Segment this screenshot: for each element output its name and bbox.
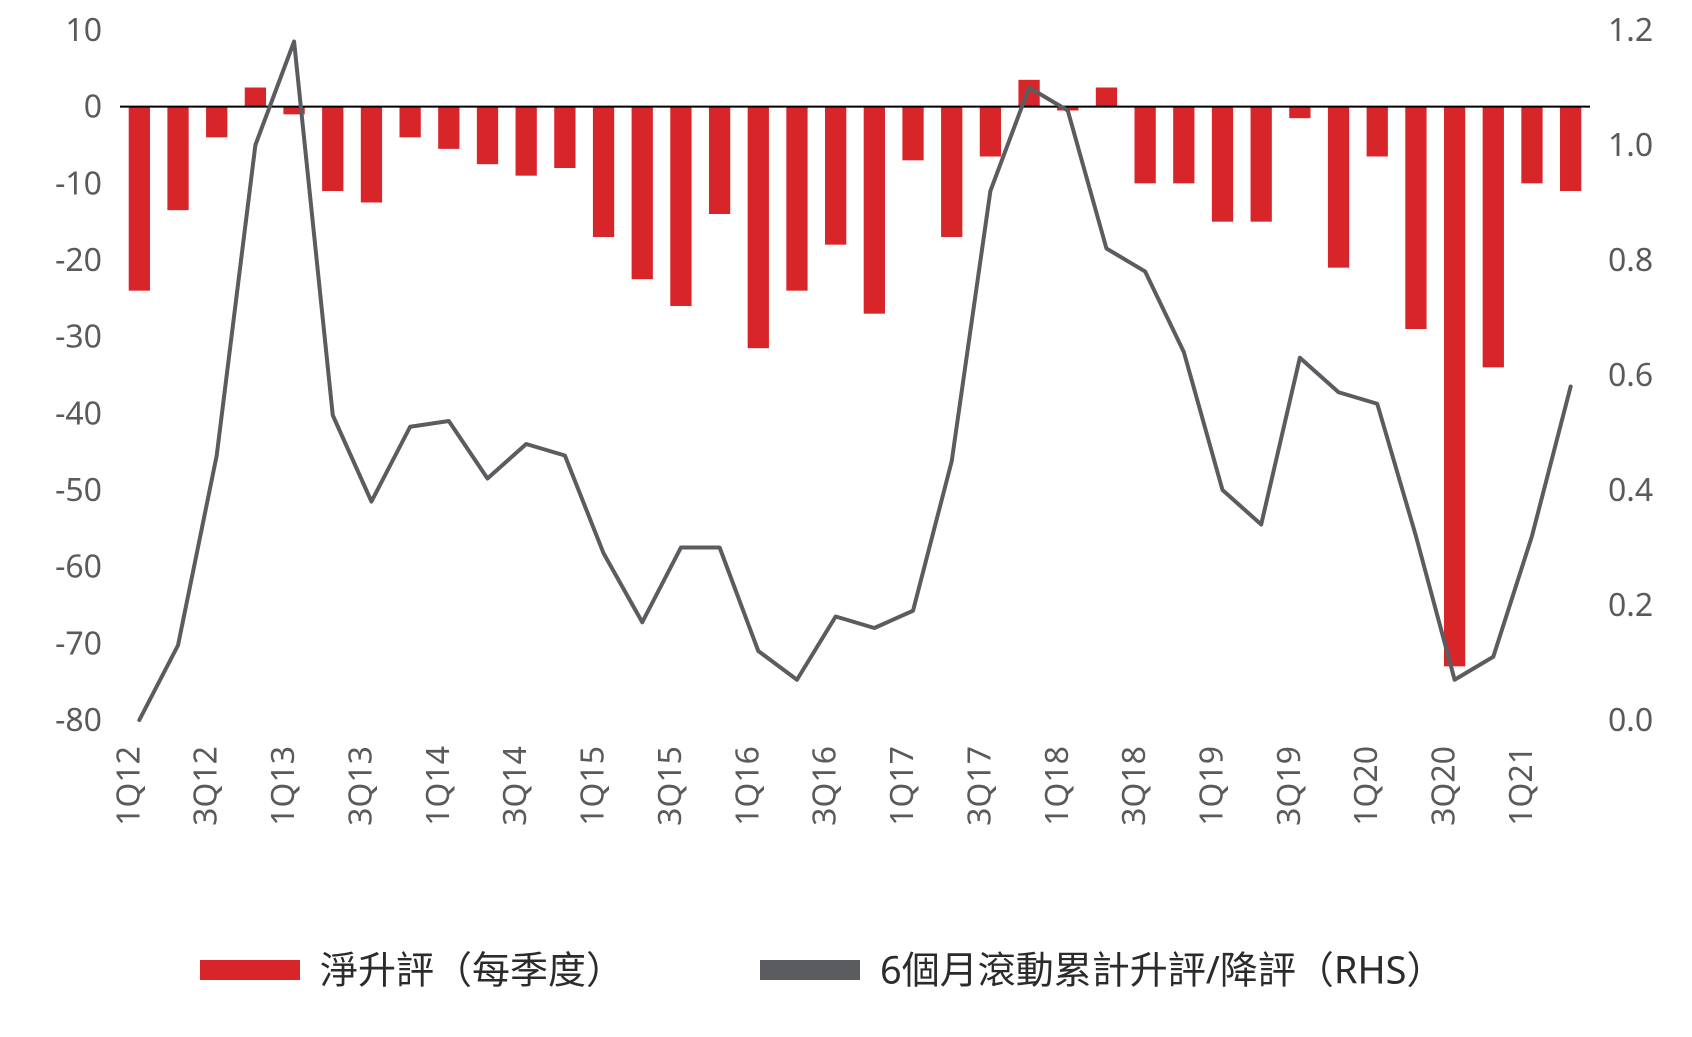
bar xyxy=(1405,107,1426,329)
bar xyxy=(864,107,885,314)
y-left-tick-label: -70 xyxy=(55,621,102,664)
x-tick-label: 3Q16 xyxy=(803,746,846,826)
y-left-tick-label: -20 xyxy=(55,238,102,281)
x-tick-label: 3Q15 xyxy=(648,746,691,826)
legend-swatch-line xyxy=(760,960,860,980)
bar xyxy=(1483,107,1504,368)
x-tick-label: 1Q14 xyxy=(416,746,459,826)
x-tick-label: 1Q21 xyxy=(1499,746,1542,826)
x-tick-label: 1Q18 xyxy=(1035,746,1078,826)
bar xyxy=(322,107,343,191)
x-tick-label: 3Q20 xyxy=(1422,746,1465,826)
y-right-tick-label: 0.4 xyxy=(1608,468,1653,511)
y-left-tick-label: -50 xyxy=(55,468,102,511)
bar xyxy=(1096,88,1117,107)
bar xyxy=(516,107,537,176)
bar xyxy=(1173,107,1194,184)
bar xyxy=(632,107,653,280)
legend-label: 6個月滾動累計升評/降評（RHS） xyxy=(880,943,1445,995)
bar xyxy=(129,107,150,291)
y-left-tick-label: -30 xyxy=(55,315,102,358)
y-right-tick-label: 1.2 xyxy=(1608,8,1653,51)
bar xyxy=(593,107,614,237)
y-left-tick-label: 0 xyxy=(84,85,102,128)
y-right-tick-label: 0.6 xyxy=(1608,353,1653,396)
y-left-tick-label: 10 xyxy=(65,8,102,51)
bar xyxy=(1289,107,1310,119)
x-tick-label: 3Q17 xyxy=(957,746,1000,826)
x-tick-label: 1Q16 xyxy=(725,746,768,826)
bar xyxy=(748,107,769,349)
x-tick-label: 3Q12 xyxy=(184,746,227,826)
x-tick-label: 1Q12 xyxy=(106,746,149,826)
bar xyxy=(670,107,691,306)
x-tick-label: 3Q14 xyxy=(493,746,536,826)
x-tick-label: 1Q13 xyxy=(261,746,304,826)
x-tick-label: 3Q13 xyxy=(338,746,381,826)
x-tick-label: 1Q20 xyxy=(1344,746,1387,826)
x-tick-label: 1Q17 xyxy=(880,746,923,826)
y-right-tick-label: 0.8 xyxy=(1608,238,1653,281)
bar xyxy=(902,107,923,161)
bar xyxy=(1251,107,1272,222)
bar xyxy=(399,107,420,138)
y-left-tick-label: -10 xyxy=(55,161,102,204)
bar xyxy=(1521,107,1542,184)
bar xyxy=(206,107,227,138)
bar xyxy=(1328,107,1349,268)
legend-swatch-bar xyxy=(200,960,300,980)
chart-container: 10 0 -10 -20 -30 -40 -50 -60 -70 -80 1.2 1.0 0.8 0.6 0… xyxy=(0,0,1692,1037)
bar xyxy=(1367,107,1388,157)
y-left-tick-label: -80 xyxy=(55,698,102,741)
bar xyxy=(438,107,459,149)
bar xyxy=(825,107,846,245)
y-right-tick-label: 0.2 xyxy=(1608,583,1653,626)
bar xyxy=(980,107,1001,157)
bar xyxy=(361,107,382,203)
bar xyxy=(1212,107,1233,222)
bar xyxy=(786,107,807,291)
bar xyxy=(1560,107,1581,191)
legend-label: 淨升評（每季度） xyxy=(320,943,624,995)
x-tick-label: 1Q19 xyxy=(1190,746,1233,826)
bar xyxy=(167,107,188,210)
y-right-tick-label: 0.0 xyxy=(1608,698,1653,741)
bar xyxy=(245,88,266,107)
bar xyxy=(1444,107,1465,667)
bar xyxy=(1134,107,1155,184)
y-left-tick-label: -60 xyxy=(55,545,102,588)
bar xyxy=(554,107,575,168)
combo-chart: 10 0 -10 -20 -30 -40 -50 -60 -70 -80 1.2 1.0 0.8 0.6 0… xyxy=(0,0,1692,1037)
x-tick-label: 3Q19 xyxy=(1267,746,1310,826)
y-right-tick-label: 1.0 xyxy=(1608,123,1653,166)
bar xyxy=(709,107,730,214)
bar xyxy=(941,107,962,237)
x-tick-label: 3Q18 xyxy=(1112,746,1155,826)
bar xyxy=(477,107,498,164)
y-left-tick-label: -40 xyxy=(55,391,102,434)
x-tick-label: 1Q15 xyxy=(571,746,614,826)
